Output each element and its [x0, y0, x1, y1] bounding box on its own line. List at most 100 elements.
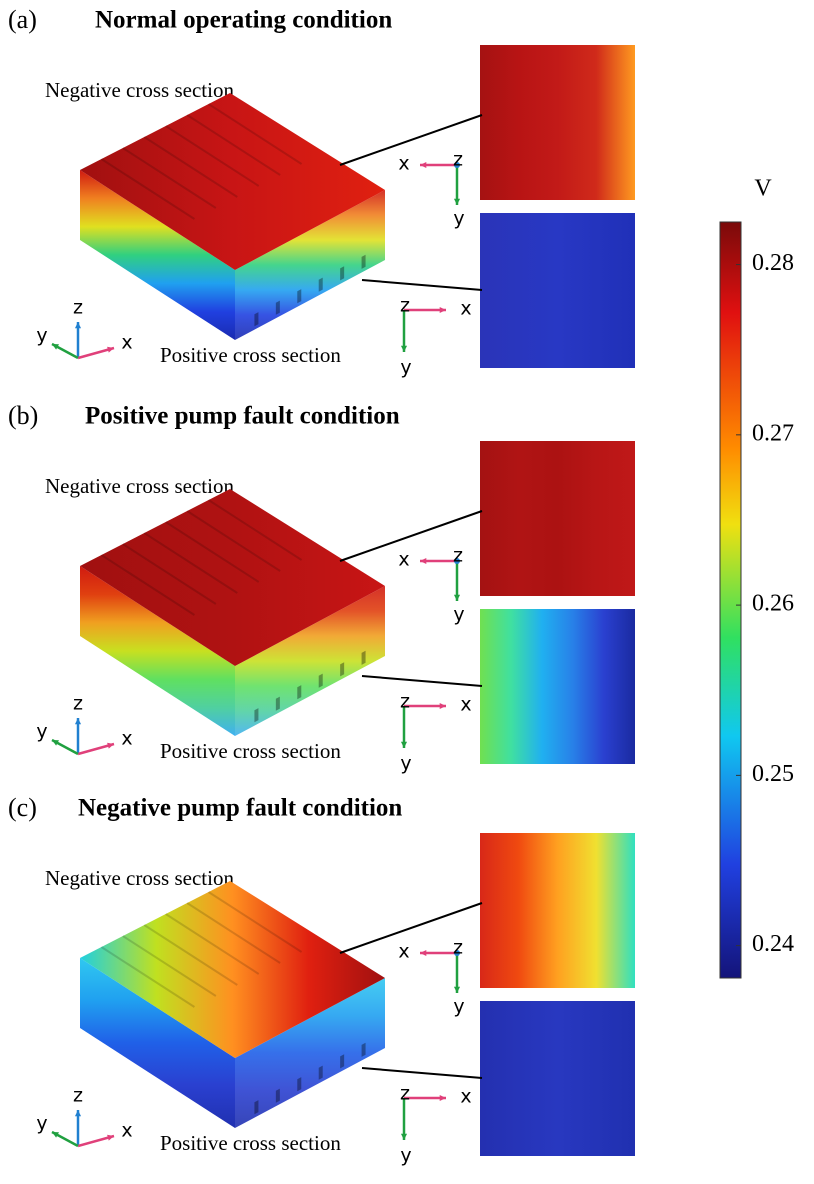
channel — [122, 147, 217, 209]
notch — [318, 277, 323, 292]
notch — [318, 1065, 323, 1080]
negative-section — [480, 45, 635, 200]
leader — [361, 675, 483, 687]
arrow-head — [439, 1094, 446, 1102]
positive-label: Positive cross section — [160, 343, 341, 367]
axis-label: x — [460, 298, 471, 320]
positive-label: Positive cross section — [160, 739, 341, 763]
block-right — [235, 586, 385, 736]
notch — [254, 708, 259, 723]
channel — [186, 114, 281, 176]
notch — [297, 685, 302, 700]
channel — [208, 891, 303, 953]
block-top — [80, 489, 385, 666]
arrow-head — [107, 742, 114, 749]
colorbar-tick-label: 0.27 — [752, 420, 794, 446]
axis-label: x — [121, 332, 132, 354]
axis-label: x — [121, 728, 132, 750]
axis-label: x — [121, 1120, 132, 1142]
leader — [361, 1067, 483, 1079]
notch — [254, 1100, 259, 1115]
notch — [340, 266, 345, 281]
notch — [361, 254, 366, 269]
leader — [361, 279, 483, 291]
axis-label: y — [453, 208, 464, 230]
panel: (c) Negative pump fault condition Negative… — [8, 793, 635, 1167]
negative-section — [480, 833, 635, 988]
arrow-head — [400, 345, 408, 352]
arrow-head — [420, 949, 427, 957]
z-dot — [454, 162, 460, 168]
channel — [186, 902, 281, 964]
channel — [208, 103, 303, 165]
leader — [339, 902, 483, 954]
axis-label: x — [398, 549, 409, 571]
arrow-head — [52, 344, 59, 350]
panel-label: (c) — [8, 793, 37, 822]
channel — [100, 554, 195, 616]
panel-title: Negative pump fault condition — [78, 795, 402, 822]
channel — [165, 913, 260, 975]
axis-label: z — [453, 937, 463, 959]
positive-section — [480, 609, 635, 764]
negative-label: Negative cross section — [45, 474, 234, 498]
channel — [100, 946, 195, 1008]
notch — [361, 1042, 366, 1057]
panel-label: (a) — [8, 5, 37, 34]
block-left — [80, 566, 235, 736]
notch — [254, 312, 259, 327]
arrow-head — [107, 346, 114, 353]
axis-label: z — [453, 545, 463, 567]
axis-label: z — [400, 1083, 410, 1105]
channel — [100, 158, 195, 220]
channel — [208, 499, 303, 561]
notch — [297, 289, 302, 304]
arrow-head — [453, 198, 461, 205]
axis-label: z — [73, 297, 83, 319]
notch — [275, 1088, 280, 1103]
arrow-head — [52, 740, 59, 746]
positive-section — [480, 1001, 635, 1156]
channel — [122, 543, 217, 605]
z-dot — [454, 950, 460, 956]
arrow-head — [74, 1110, 82, 1117]
colorbar — [719, 221, 742, 979]
block-left — [80, 170, 235, 340]
panel-title: Positive pump fault condition — [85, 403, 400, 430]
positive-section — [480, 213, 635, 368]
colorbar-unit: V — [754, 176, 772, 202]
notch — [340, 1054, 345, 1069]
colorbar-tick-label: 0.26 — [752, 591, 794, 617]
panel-label: (b) — [8, 401, 38, 430]
notch — [297, 1077, 302, 1092]
axis-label: y — [453, 996, 464, 1018]
leader — [339, 114, 483, 166]
arrow-head — [420, 557, 427, 565]
colorbar-tick-label: 0.28 — [752, 250, 794, 276]
channel — [122, 935, 217, 997]
arrow-head — [400, 1133, 408, 1140]
axis-label: z — [400, 691, 410, 713]
axis-label: x — [398, 941, 409, 963]
axis-label: y — [36, 721, 47, 743]
axis-label: z — [453, 149, 463, 171]
leader — [339, 510, 483, 562]
axis-label: x — [460, 1086, 471, 1108]
axis-label: y — [400, 357, 411, 379]
channel — [143, 532, 238, 594]
block-top — [80, 93, 385, 270]
notch — [361, 650, 366, 665]
notch — [318, 673, 323, 688]
arrow-head — [420, 161, 427, 169]
channel — [165, 125, 260, 187]
axis-label: x — [398, 153, 409, 175]
axis-label: y — [400, 1145, 411, 1167]
axis-label: y — [36, 1113, 47, 1135]
arrow-head — [74, 322, 82, 329]
channel — [143, 924, 238, 986]
channel — [186, 510, 281, 572]
axis-label: y — [453, 604, 464, 626]
arrow-head — [439, 702, 446, 710]
notch — [340, 662, 345, 677]
